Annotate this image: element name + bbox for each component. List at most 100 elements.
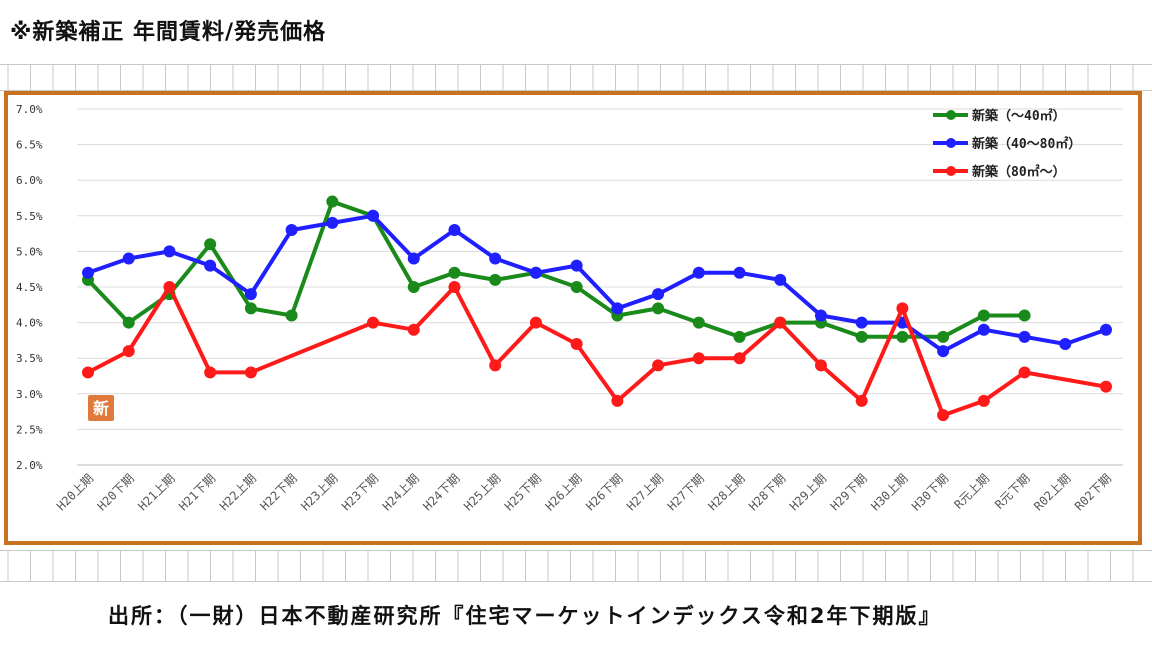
data-point (489, 273, 502, 286)
legend-label: 新築（～40㎡） (972, 108, 1066, 124)
y-tick-label: 6.5% (16, 139, 43, 152)
y-tick-label: 3.0% (16, 388, 43, 401)
data-point (611, 302, 624, 315)
legend-label: 新築（80㎡～） (972, 164, 1066, 180)
data-point (977, 309, 990, 322)
x-tick-label: H24下期 (420, 471, 462, 513)
data-point (814, 359, 827, 372)
legend-marker (946, 166, 956, 176)
data-point (692, 352, 705, 365)
data-point (652, 359, 665, 372)
data-point (489, 359, 502, 372)
data-point (692, 266, 705, 279)
data-point (407, 323, 420, 336)
legend-marker (946, 138, 956, 148)
y-tick-label: 2.5% (16, 423, 43, 436)
data-point (570, 281, 583, 293)
x-tick-label: R元上期 (951, 471, 991, 511)
data-point (855, 394, 868, 407)
data-point (855, 330, 868, 343)
x-tick-label: H30上期 (868, 471, 910, 513)
chart-frame: 7.0% 6.5% 6.0% 5.5% 5.0% 4.5% 4.0% 3.5% 3.0% 2.5%… (4, 91, 1142, 545)
data-point (82, 366, 94, 379)
y-tick-label: 4.0% (16, 317, 43, 330)
x-tick-label: H20上期 (54, 471, 96, 513)
data-point (285, 224, 298, 237)
data-point (1018, 309, 1031, 322)
data-point (1100, 323, 1112, 336)
data-point (1100, 380, 1112, 393)
data-point (448, 281, 461, 293)
data-point (285, 309, 298, 322)
x-tick-label: H26上期 (543, 471, 585, 513)
data-point (82, 266, 94, 279)
x-tick-label: R02上期 (1031, 471, 1073, 513)
data-point (204, 259, 217, 272)
data-point (1018, 330, 1031, 343)
data-point (652, 288, 665, 301)
data-point (855, 316, 868, 329)
line-chart: 7.0% 6.5% 6.0% 5.5% 5.0% 4.5% 4.0% 3.5% 3.0% 2.5%… (16, 103, 1123, 513)
x-tick-label: H29上期 (787, 471, 829, 513)
x-tick-label: H30下期 (909, 471, 951, 513)
source-note: 出所：（一財）日本不動産研究所『住宅マーケットインデックス令和2年下期版』 (108, 604, 942, 628)
y-tick-label: 3.5% (16, 352, 43, 365)
legend-marker (946, 110, 956, 120)
data-point (163, 245, 176, 258)
y-tick-label: 2.0% (16, 459, 43, 472)
x-tick-label: H20下期 (95, 471, 137, 513)
x-tick-label: H21上期 (135, 471, 177, 513)
data-point (570, 337, 583, 350)
data-point (733, 330, 746, 343)
y-tick-label: 7.0% (16, 103, 43, 116)
data-point (326, 195, 339, 208)
data-point (1018, 366, 1031, 379)
page-title: ※新築補正 年間賃料/発売価格 (10, 20, 327, 45)
y-tick-label: 6.0% (16, 174, 43, 187)
series-line-2 (86, 285, 1108, 418)
data-point (489, 252, 502, 265)
series-line-0 (86, 199, 1027, 339)
data-point (367, 209, 380, 222)
y-tick-label: 4.5% (16, 281, 43, 294)
data-point (937, 409, 950, 422)
x-tick-label: H28上期 (705, 471, 747, 513)
x-tick-label: H23上期 (298, 471, 340, 513)
y-tick-label: 5.0% (16, 245, 43, 258)
data-point (407, 281, 420, 293)
spreadsheet-grid-top (0, 64, 1152, 91)
x-tick-label: H27下期 (665, 471, 707, 513)
data-point (652, 302, 665, 315)
data-point (448, 266, 461, 279)
data-point (448, 224, 461, 237)
x-tick-label: H25下期 (502, 471, 544, 513)
data-point (122, 316, 135, 329)
data-point (122, 252, 135, 265)
data-point (611, 394, 624, 407)
data-point (692, 316, 705, 329)
data-point (937, 330, 950, 343)
x-tick-label: H24上期 (380, 471, 422, 513)
x-tick-label: R元下期 (992, 471, 1032, 511)
data-point (326, 216, 339, 229)
badge-text: 新 (93, 399, 109, 418)
x-tick-label: H23下期 (339, 471, 381, 513)
data-point (244, 302, 257, 315)
x-tick-label: H29下期 (828, 471, 870, 513)
data-point (204, 238, 217, 251)
x-tick-label: H22上期 (217, 471, 259, 513)
data-point (367, 316, 380, 329)
data-point (244, 288, 257, 301)
data-point (204, 366, 217, 379)
data-point (163, 281, 176, 293)
data-point (977, 394, 990, 407)
data-point (896, 302, 909, 315)
x-tick-label: H28下期 (746, 471, 788, 513)
x-tick-label: H26下期 (583, 471, 625, 513)
data-point (244, 366, 257, 379)
x-tick-label: R02下期 (1072, 471, 1114, 513)
x-tick-label: H27上期 (624, 471, 666, 513)
data-point (937, 345, 950, 358)
data-point (733, 266, 746, 279)
data-point (896, 330, 909, 343)
